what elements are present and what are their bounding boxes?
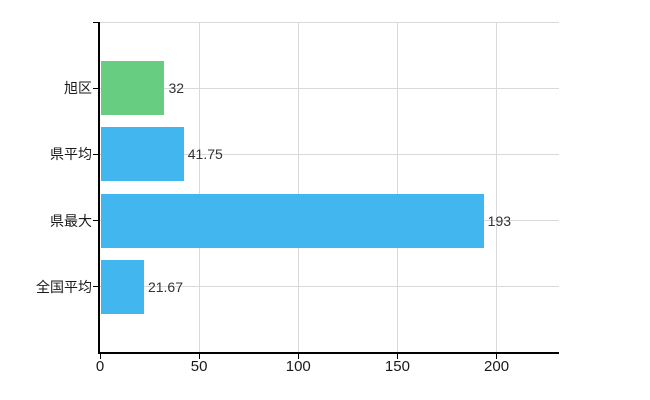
x-axis-tick xyxy=(496,354,498,359)
gridline-vertical xyxy=(496,22,498,353)
bar xyxy=(101,61,165,116)
plot-area: 32 41.75 193 21.67 0 50 100 150 200 xyxy=(93,22,559,374)
gridline-vertical xyxy=(396,22,398,353)
y-axis-tick xyxy=(93,220,98,222)
category-label: 旭区 xyxy=(64,80,92,97)
x-tick-label: 100 xyxy=(285,358,311,375)
y-axis-tick xyxy=(93,153,98,155)
bar-value-label: 41.75 xyxy=(187,146,223,163)
x-tick-label: 50 xyxy=(190,358,208,375)
y-axis-tick xyxy=(93,22,98,23)
plot-top-border xyxy=(100,22,559,23)
x-tick-label: 0 xyxy=(95,358,105,375)
x-tick-label: 200 xyxy=(484,358,510,375)
bar xyxy=(101,259,144,314)
x-axis-tick xyxy=(396,354,398,359)
bar xyxy=(101,127,184,182)
gridline-horizontal xyxy=(100,87,559,89)
x-axis-tick xyxy=(99,354,101,359)
y-axis xyxy=(98,22,100,354)
gridline-horizontal xyxy=(100,153,559,155)
category-label: 全国平均 xyxy=(36,278,92,295)
bar-value-label: 21.67 xyxy=(147,278,183,295)
y-axis-tick xyxy=(93,286,98,288)
x-tick-label: 150 xyxy=(384,358,410,375)
category-label: 県平均 xyxy=(50,146,92,163)
gridline-horizontal xyxy=(100,286,559,288)
bar-value-label: 32 xyxy=(168,80,185,97)
category-label: 県最大 xyxy=(50,212,92,229)
gridline-vertical xyxy=(198,22,200,353)
x-axis-tick xyxy=(297,354,299,359)
bar-value-label: 193 xyxy=(487,212,512,229)
gridline-vertical xyxy=(297,22,299,353)
x-axis xyxy=(98,352,559,354)
x-axis-tick xyxy=(198,354,200,359)
bar xyxy=(101,193,484,248)
y-axis-tick xyxy=(93,87,98,89)
